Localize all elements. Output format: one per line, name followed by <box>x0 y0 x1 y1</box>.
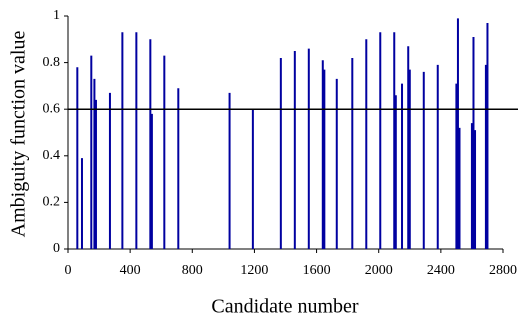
y-tick-label: 0 <box>53 241 60 256</box>
y-axis-title: Ambiguity function value <box>8 31 30 238</box>
y-tick-label: 0.4 <box>43 148 61 163</box>
x-tick-label: 2400 <box>427 263 455 278</box>
x-tick-label: 2800 <box>489 263 517 278</box>
y-tick-label: 0.8 <box>43 55 61 70</box>
x-tick-label: 2000 <box>365 263 393 278</box>
y-tick-label: 0.2 <box>43 195 61 210</box>
x-tick-label: 1200 <box>240 263 268 278</box>
x-tick-label: 800 <box>182 263 203 278</box>
x-tick-label: 1600 <box>303 263 331 278</box>
y-tick-label: 0.6 <box>43 101 61 116</box>
x-tick-label: 400 <box>120 263 141 278</box>
y-tick-label: 1 <box>53 8 60 23</box>
x-tick-label: 0 <box>65 263 72 278</box>
x-axis-title: Candidate number <box>211 296 359 318</box>
